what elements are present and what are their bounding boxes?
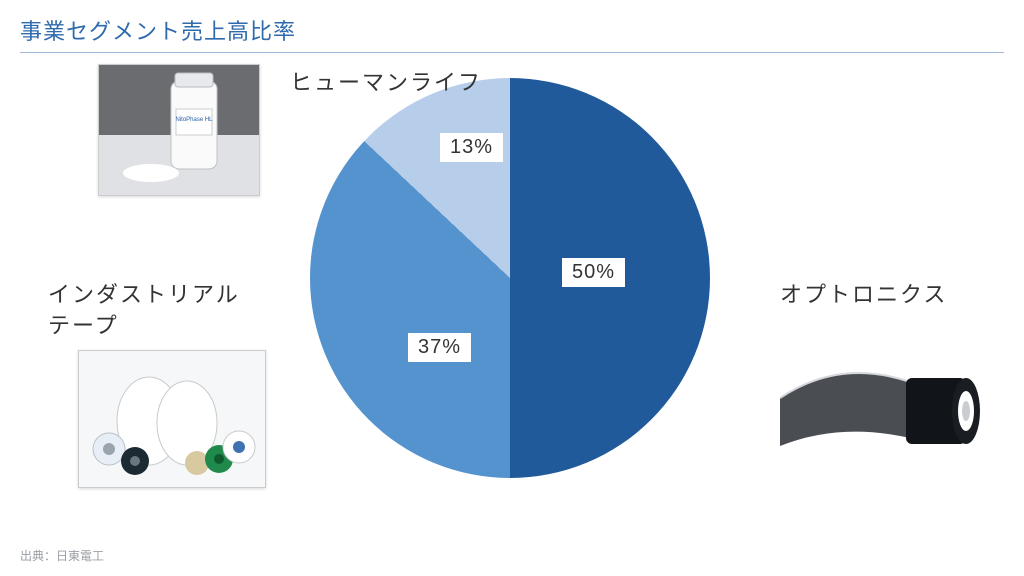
pie-chart: 50% 37% 13%: [310, 78, 710, 478]
optronics-product-image: [770, 338, 984, 458]
source-caption: 出典：日東電工: [20, 547, 104, 564]
page-title: 事業セグメント売上高比率: [20, 14, 1004, 53]
svg-text:NitoPhase HL: NitoPhase HL: [175, 117, 213, 123]
pie-body: [310, 78, 710, 478]
segment-label-industrial: インダストリアル テープ: [48, 280, 240, 342]
segment-label-human-life: ヒューマンライフ: [290, 68, 482, 99]
pct-label-industrial: 37%: [408, 333, 471, 362]
segment-label-industrial-line1: インダストリアル: [48, 282, 240, 307]
tape-rolls-icon: [79, 351, 265, 487]
segment-label-industrial-line2: テープ: [48, 313, 119, 338]
industrial-product-image: [78, 350, 266, 488]
pct-label-human-life: 13%: [440, 133, 503, 162]
human-life-product-image: NitoPhase HL: [98, 64, 260, 196]
segment-label-optronics: オプトロニクス: [780, 280, 947, 311]
pct-label-optronics: 50%: [562, 258, 625, 287]
film-roll-icon: [770, 338, 984, 458]
bottle-icon: NitoPhase HL: [99, 65, 259, 195]
